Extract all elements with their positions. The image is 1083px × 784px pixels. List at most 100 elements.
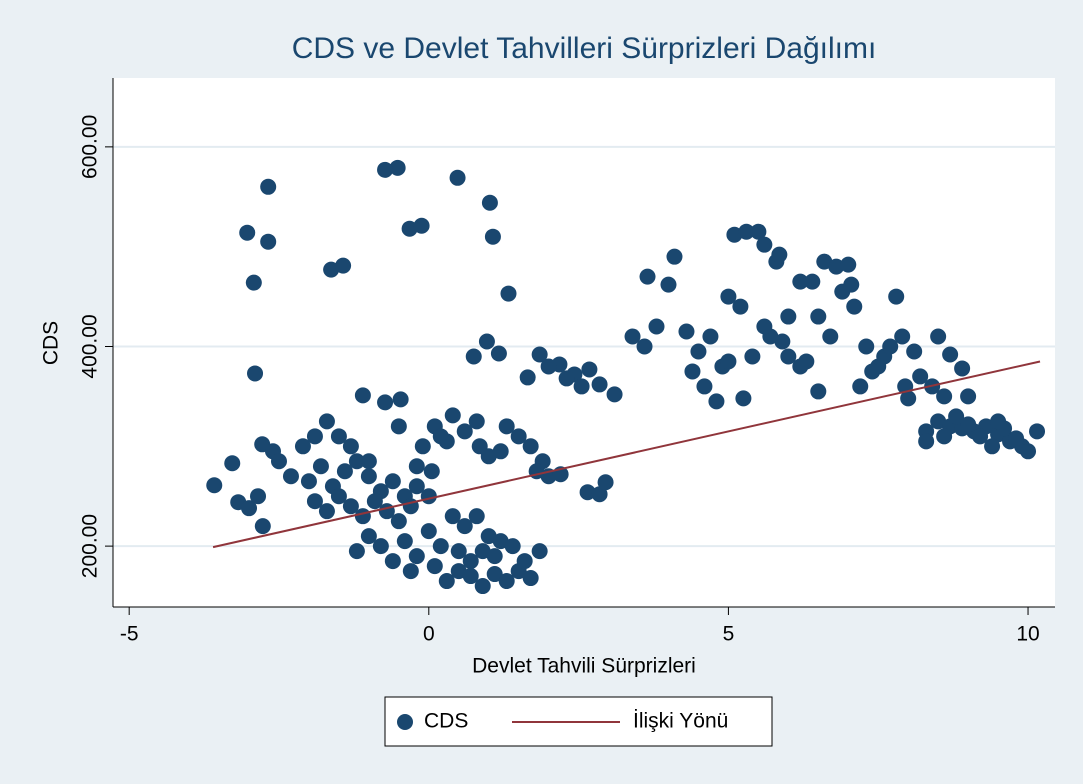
point [413, 217, 430, 234]
point [636, 338, 653, 355]
point [449, 169, 466, 186]
point [684, 363, 701, 380]
point [558, 370, 575, 387]
point [912, 368, 929, 385]
point [408, 458, 425, 475]
legend-label: İlişki Yönü [633, 710, 728, 733]
point [516, 553, 533, 570]
point [756, 318, 773, 335]
point [426, 558, 443, 575]
point [384, 553, 401, 570]
point [519, 369, 536, 386]
point [858, 338, 875, 355]
plot-area [113, 78, 1055, 607]
point [756, 236, 773, 253]
point [260, 233, 277, 250]
point [245, 274, 262, 291]
point [306, 428, 323, 445]
point [318, 413, 335, 430]
point [336, 463, 353, 480]
point [900, 390, 917, 407]
point [294, 438, 311, 455]
point [960, 416, 977, 433]
point [444, 508, 461, 525]
point [408, 478, 425, 495]
point [450, 563, 467, 580]
point [474, 543, 491, 560]
point [414, 438, 431, 455]
point [816, 253, 833, 270]
point [481, 194, 498, 211]
point [531, 543, 548, 560]
point [1029, 423, 1046, 440]
point [312, 458, 329, 475]
point [846, 298, 863, 315]
point [206, 477, 223, 494]
point [735, 390, 752, 407]
point [480, 448, 497, 465]
point [300, 473, 317, 490]
point [843, 276, 860, 293]
point [377, 161, 394, 178]
point [792, 358, 809, 375]
point [366, 493, 383, 510]
point [810, 383, 827, 400]
point [450, 543, 467, 560]
point [780, 308, 797, 325]
point [342, 438, 359, 455]
point [354, 508, 371, 525]
point [624, 328, 641, 345]
fit-line [212, 360, 1041, 549]
point [771, 246, 788, 263]
point [432, 538, 449, 555]
point [726, 226, 743, 243]
point [597, 474, 614, 491]
point [648, 318, 665, 335]
point [780, 348, 797, 365]
point [948, 408, 965, 425]
point [360, 468, 377, 485]
point [390, 513, 407, 530]
point [282, 468, 299, 485]
point [354, 387, 371, 404]
point [474, 578, 491, 595]
point [954, 360, 971, 377]
point [573, 378, 590, 395]
point [260, 178, 277, 195]
point [906, 343, 923, 360]
point [420, 488, 437, 505]
point [1020, 443, 1037, 460]
y-tick-label: 400.00 [79, 314, 102, 378]
point [498, 573, 515, 590]
point [810, 308, 827, 325]
point [918, 433, 935, 450]
point [408, 548, 425, 565]
point [708, 393, 725, 410]
point [241, 500, 258, 517]
point [372, 538, 389, 555]
point [690, 343, 707, 360]
point [639, 268, 656, 285]
point [468, 413, 485, 430]
x-tick-label: 5 [723, 623, 735, 646]
point [960, 388, 977, 405]
point [720, 353, 737, 370]
point [678, 323, 695, 340]
point [942, 346, 959, 363]
point [888, 288, 905, 305]
point [444, 407, 461, 424]
point [540, 358, 557, 375]
x-axis-label: Devlet Tahvili Sürprizleri [472, 655, 696, 678]
point [930, 328, 947, 345]
point [384, 473, 401, 490]
point [720, 288, 737, 305]
point [254, 518, 271, 535]
chart-title: CDS ve Devlet Tahvilleri Sürprizleri Dağ… [292, 32, 877, 65]
point [330, 488, 347, 505]
y-tick-label: 600.00 [79, 115, 102, 179]
x-tick-label: 0 [423, 623, 435, 646]
point [606, 386, 623, 403]
point [732, 298, 749, 315]
point [360, 453, 377, 470]
